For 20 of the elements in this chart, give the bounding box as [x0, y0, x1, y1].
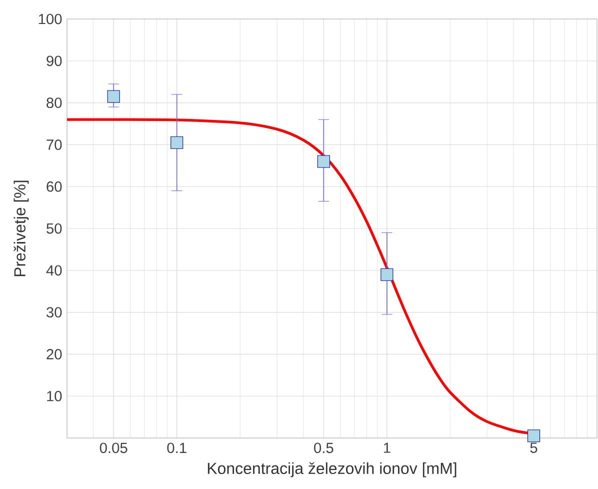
y-tick-label: 50 [46, 223, 62, 234]
y-tick-label: 30 [46, 307, 62, 318]
y-tick-label: 70 [46, 140, 62, 150]
x-tick-label: 0.05 [100, 442, 128, 454]
y-axis-title: Preživetje [%] [14, 180, 29, 276]
x-tick-label: 5 [530, 442, 538, 453]
y-tick-label: 20 [46, 349, 62, 360]
point [317, 155, 330, 168]
y-tick-label: 90 [46, 56, 62, 66]
x-tick-label: 0.5 [314, 442, 334, 454]
y-tick-label: 100 [38, 14, 62, 24]
y-tick-label: 80 [46, 98, 62, 108]
x-tick-label: 0.1 [167, 442, 186, 454]
point [107, 90, 120, 103]
y-tick-label: 60 [46, 181, 62, 192]
point [527, 430, 540, 442]
x-tick-label: 1 [384, 442, 390, 453]
y-tick-label: 10 [47, 390, 62, 402]
x-axis-title: Koncentracija železovih ionov [mM] [208, 462, 456, 478]
y-tick-label: 40 [46, 265, 62, 276]
